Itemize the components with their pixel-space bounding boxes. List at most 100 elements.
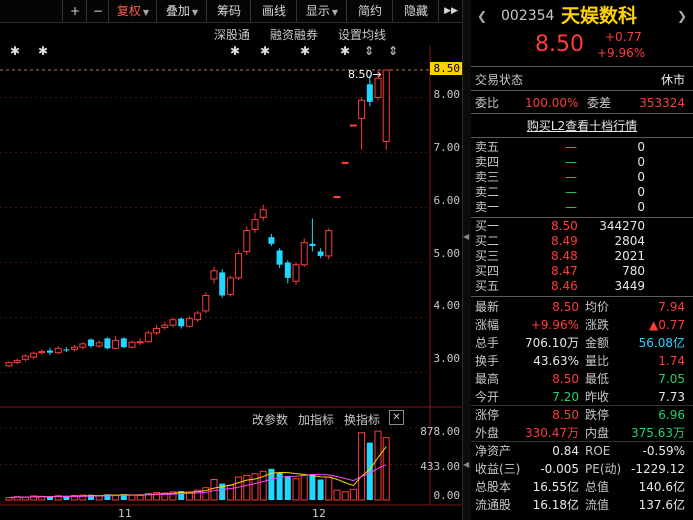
volume-tick: 0.00 (433, 489, 461, 502)
star-icon: ✱ (300, 44, 311, 58)
collapse-icon[interactable]: ◀ (463, 232, 470, 241)
level-label: 卖三 (475, 170, 500, 184)
chips-button[interactable]: 筹码 (206, 0, 251, 22)
level-label: 卖五 (475, 140, 500, 154)
candle-body (235, 253, 243, 279)
level-price: — (565, 155, 577, 169)
level-volume: 2804 (614, 234, 645, 248)
stat-label: 量比 (585, 354, 610, 368)
candle-body (358, 99, 366, 119)
candle-body (292, 264, 300, 282)
buy-level-row: 买五 8.46 3449 (471, 279, 693, 294)
more-icon[interactable]: ▶▶ (438, 0, 463, 22)
volume-bar (128, 494, 136, 501)
volume-bar (226, 484, 234, 501)
candle-body (284, 262, 291, 278)
next-stock-icon[interactable]: ❯ (677, 9, 688, 23)
restore-right-dropdown[interactable]: 复权 ▼ (108, 0, 157, 22)
stat-value: 7.94 (658, 300, 685, 314)
divider (471, 90, 693, 91)
volume-tick: 878.00 (420, 425, 460, 438)
candle-body (341, 161, 349, 164)
candle-body (153, 328, 161, 334)
overlay-label: 叠加 (165, 4, 190, 18)
volume-bar (120, 494, 127, 500)
stat-value: +9.96% (530, 318, 579, 332)
stat-label: ROE (585, 444, 611, 458)
stat-row: 换手 43.63% 量比 1.74 (471, 353, 693, 369)
stat-value: 16.55亿 (532, 480, 579, 494)
volume-bar (161, 492, 169, 501)
candle-body (47, 350, 53, 353)
stat-label: 最低 (585, 372, 610, 386)
volume-bar (63, 496, 70, 500)
stat-label: 流值 (585, 498, 610, 512)
sz-connect-link[interactable]: 深股通 (214, 28, 251, 42)
edit-params-link[interactable]: 改参数 (252, 413, 289, 427)
prev-stock-icon[interactable]: ❮ (477, 9, 488, 23)
status-value: 休市 (660, 73, 685, 87)
kline-chart[interactable] (0, 0, 462, 520)
stat-label: 换手 (475, 354, 500, 368)
volume-bar (374, 430, 382, 501)
display-dropdown[interactable]: 显示 ▼ (296, 0, 347, 22)
arrow-right-icon: → (372, 68, 382, 81)
stat-row: 最新 8.50 均价 7.94 (471, 299, 693, 315)
ma-settings-link[interactable]: 设置均线 (338, 28, 387, 42)
status-label: 交易状态 (475, 73, 524, 87)
candle-body (144, 332, 152, 343)
last-price-tag: 8.50 (430, 62, 462, 75)
stat-value: -0.59% (642, 444, 685, 458)
hide-button[interactable]: 隐藏 (392, 0, 439, 22)
stat-label: 总手 (475, 336, 500, 350)
stat-label: 流通股 (475, 498, 512, 512)
buy-level-row: 买四 8.47 780 (471, 264, 693, 279)
zoom-out-button[interactable]: − (86, 0, 109, 22)
price-tick: 8.00 (433, 88, 461, 101)
candle-body (63, 349, 70, 351)
level-price: 8.49 (551, 234, 578, 248)
candle-body (349, 124, 357, 127)
level-volume: 0 (637, 170, 645, 184)
sell-level-row: 卖二 — 0 (471, 185, 693, 200)
stat-value: 375.63万 (631, 426, 685, 440)
volume-bar (178, 490, 185, 500)
level-label: 买四 (475, 264, 500, 278)
stat-row: 总股本 16.55亿 总值 140.6亿 (471, 479, 693, 495)
brief-button[interactable]: 简约 (346, 0, 393, 22)
stat-value: 706.10万 (525, 336, 579, 350)
add-indicator-link[interactable]: 加指标 (298, 413, 335, 427)
candle-body (251, 219, 259, 231)
stat-label: 最高 (475, 372, 500, 386)
collapse-icon[interactable]: ◀ (463, 460, 470, 469)
switch-indicator-link[interactable]: 换指标 (344, 413, 381, 427)
stat-value: 43.63% (533, 354, 579, 368)
volume-bar (95, 495, 103, 501)
divider (471, 137, 693, 138)
volume-bar (300, 474, 308, 501)
l2-upgrade-link[interactable]: 购买L2查看十档行情 (471, 118, 693, 134)
stat-label: 内盘 (585, 426, 610, 440)
overlay-dropdown[interactable]: 叠加 ▼ (156, 0, 207, 22)
close-icon[interactable]: ✕ (389, 410, 404, 425)
star-icon: ✱ (230, 44, 241, 58)
stat-value: 7.05 (658, 372, 685, 386)
stock-header: ❮ 002354 天娱数科 ❯ (471, 6, 693, 26)
draw-line-button[interactable]: 画线 (250, 0, 297, 22)
volume-bar (194, 489, 202, 501)
zoom-in-button[interactable]: + (62, 0, 87, 22)
stat-value: -1229.12 (631, 462, 685, 476)
l2-link-text[interactable]: 购买L2查看十档行情 (526, 119, 638, 133)
level-price: — (565, 185, 577, 199)
high-price-text: 8.50 (348, 68, 373, 81)
candle-body (104, 338, 111, 349)
volume-tick: 433.00 (420, 460, 460, 473)
volume-bar (382, 437, 390, 501)
x-axis-label: 12 (312, 507, 326, 520)
divider (471, 113, 693, 114)
margin-trading-link[interactable]: 融资融券 (270, 28, 319, 42)
candle-body (300, 242, 308, 266)
stock-name: 天娱数科 (561, 5, 638, 27)
stat-value: 7.73 (658, 390, 685, 404)
volume-bar (54, 495, 62, 501)
